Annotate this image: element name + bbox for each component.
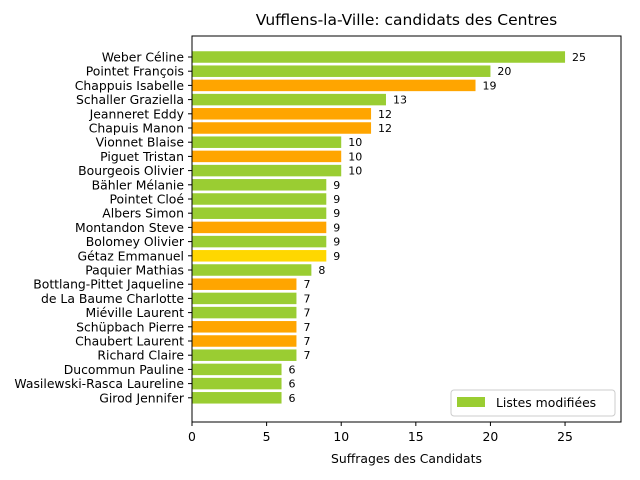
y-tick-label: Miéville Laurent	[86, 305, 185, 320]
bar	[192, 122, 372, 134]
y-tick-label: Richard Claire	[97, 348, 184, 363]
data-label: 13	[393, 94, 407, 107]
data-label: 7	[303, 292, 310, 305]
y-tick-label: Jeanneret Eddy	[89, 106, 184, 121]
data-label: 20	[497, 65, 511, 78]
y-tick-label: Piguet Tristan	[100, 149, 184, 164]
data-label: 10	[348, 165, 362, 178]
bar	[192, 108, 372, 120]
data-label: 8	[318, 264, 325, 277]
legend-label: Listes modifiées	[496, 395, 596, 410]
y-tick-label: Paquier Mathias	[85, 263, 184, 278]
data-label: 7	[303, 335, 310, 348]
bar	[192, 363, 282, 376]
data-label: 7	[303, 278, 310, 291]
bar	[192, 221, 327, 234]
data-label: 12	[378, 122, 392, 135]
y-tick-label: Ducommun Pauline	[64, 362, 184, 377]
bar	[192, 250, 327, 262]
bar	[192, 292, 297, 305]
bar	[192, 136, 342, 148]
data-label: 9	[333, 236, 340, 249]
y-tick-label: Chappuis Isabelle	[75, 78, 184, 93]
y-tick-label: Girod Jennifer	[99, 390, 185, 405]
legend: Listes modifiées	[450, 389, 616, 417]
bar	[192, 349, 297, 361]
y-tick-label: Vionnet Blaise	[96, 135, 184, 150]
y-tick-label: Pointet Cloé	[110, 192, 184, 207]
bar	[192, 377, 282, 390]
x-tick-label: 5	[263, 429, 271, 444]
y-tick-label: Bolomey Olivier	[86, 234, 185, 249]
x-tick-label: 10	[333, 429, 349, 444]
y-tick-label: Schaller Graziella	[76, 92, 184, 107]
legend-box	[450, 389, 616, 417]
bars-group	[192, 51, 566, 404]
data-label: 10	[348, 150, 362, 163]
plot-frame	[191, 35, 622, 423]
data-label: 10	[348, 136, 362, 149]
bar	[192, 193, 327, 205]
y-tick-label: Schüpbach Pierre	[76, 319, 184, 334]
data-label: 7	[303, 321, 310, 334]
x-tick-label: 20	[483, 429, 499, 444]
data-label: 6	[289, 363, 296, 376]
y-tick-label: Bourgeois Olivier	[78, 163, 185, 178]
legend-swatch	[457, 397, 485, 407]
bar	[192, 79, 476, 92]
bar	[192, 51, 566, 63]
bar	[192, 335, 297, 347]
data-label: 7	[303, 307, 310, 320]
y-tick-label: Weber Céline	[102, 50, 184, 65]
x-axis-label: Suffrages des Candidats	[331, 451, 482, 466]
bar	[192, 207, 327, 219]
data-label: 9	[333, 250, 340, 263]
data-label: 25	[572, 51, 586, 64]
data-label: 9	[333, 207, 340, 220]
bar	[192, 235, 327, 248]
data-label: 6	[289, 378, 296, 391]
y-tick-label: Chaubert Laurent	[75, 334, 184, 349]
bar	[192, 392, 282, 404]
bar	[192, 164, 342, 177]
bar	[192, 306, 297, 319]
y-tick-label: Montandon Steve	[75, 220, 184, 235]
data-label: 19	[483, 79, 497, 92]
x-tick-label: 25	[557, 429, 573, 444]
x-tick-label: 0	[188, 429, 196, 444]
x-axis-ticks: 0 5 10 15 20 25	[188, 422, 573, 444]
data-label: 6	[289, 392, 296, 405]
bar	[192, 150, 342, 163]
chart-title: Vufflens-la-Ville: candidats des Centres	[256, 11, 557, 29]
y-tick-label: de La Baume Charlotte	[41, 291, 184, 306]
data-label: 9	[333, 193, 340, 206]
bar	[192, 264, 312, 276]
data-label: 7	[303, 349, 310, 362]
x-tick-label: 15	[408, 429, 424, 444]
data-label: 12	[378, 108, 392, 121]
data-label: 9	[333, 179, 340, 192]
y-tick-label: Chapuis Manon	[89, 121, 184, 136]
y-tick-label: Albers Simon	[102, 206, 184, 221]
bar	[192, 179, 327, 191]
data-label: 9	[333, 221, 340, 234]
y-tick-label: Gétaz Emmanuel	[78, 248, 184, 263]
y-tick-label: Wasilewski-Rasca Laureline	[14, 376, 184, 391]
y-tick-label: Bähler Mélanie	[92, 177, 184, 192]
y-tick-label: Bottlang-Pittet Jaqueline	[33, 277, 184, 292]
y-tick-label: Pointet François	[86, 64, 184, 79]
bar	[192, 278, 297, 290]
bar	[192, 321, 297, 333]
bar	[192, 65, 491, 77]
bar	[192, 93, 386, 106]
